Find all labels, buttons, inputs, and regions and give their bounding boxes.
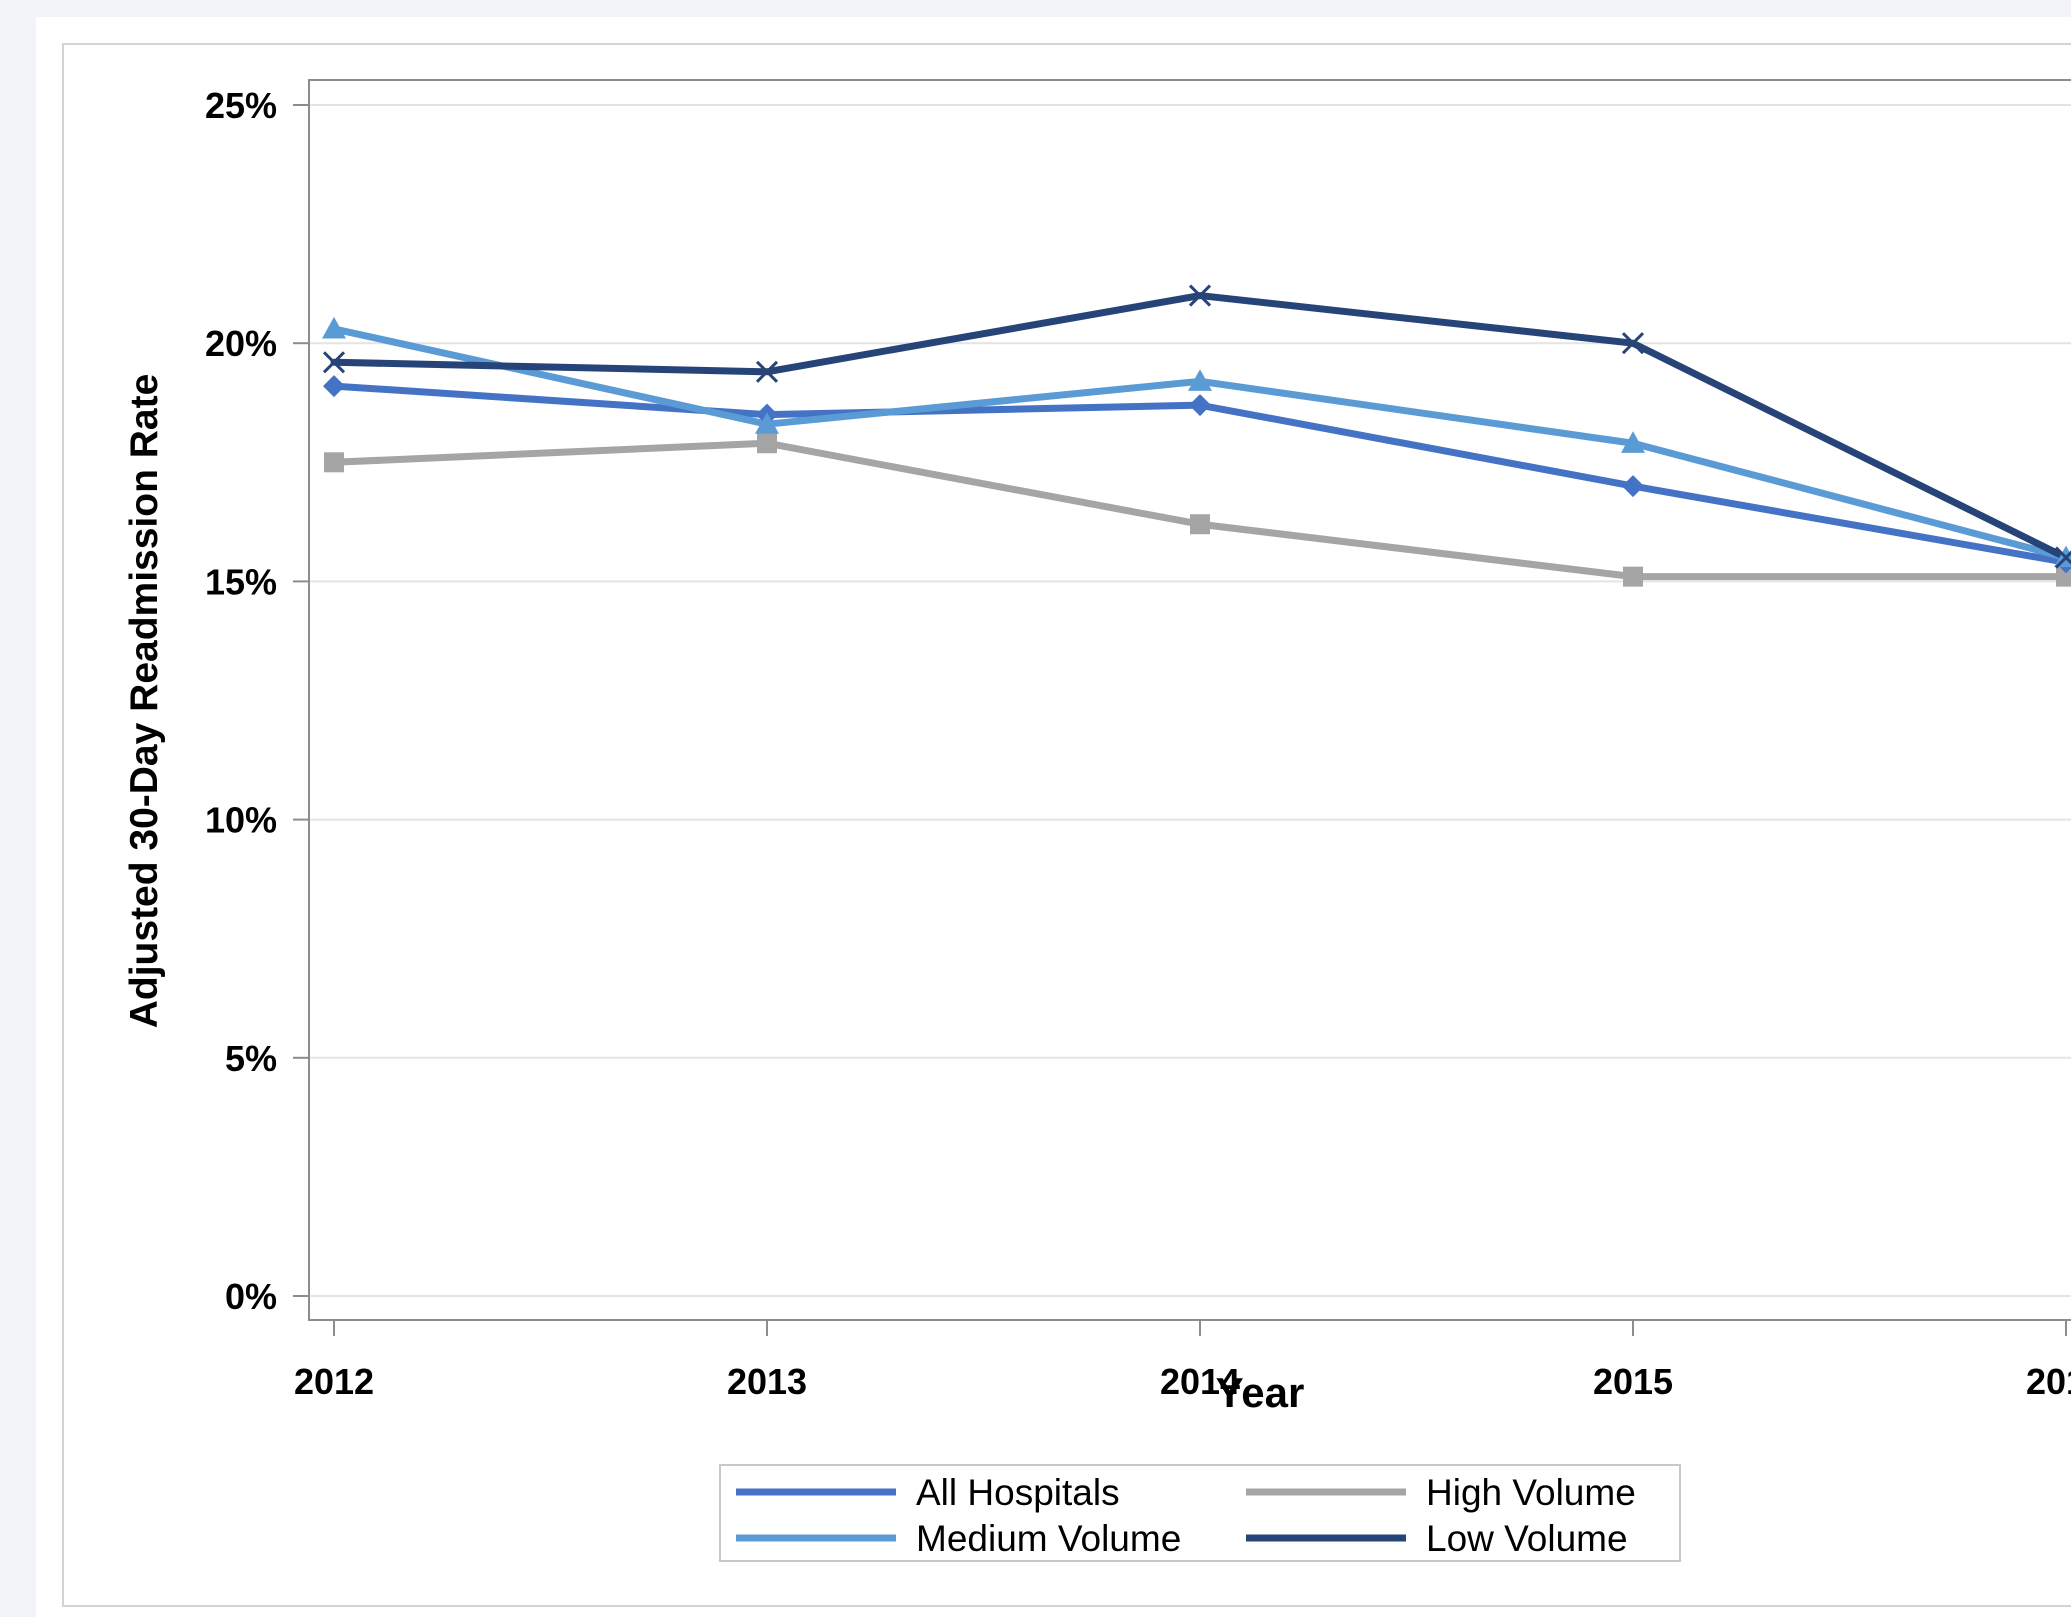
data-point-medium-volume <box>1188 369 1212 391</box>
data-point-high-volume <box>324 452 344 473</box>
legend-label-all-hospitals: All Hospitals <box>916 1472 1120 1513</box>
legend-label-low-volume: Low Volume <box>1426 1518 1628 1559</box>
data-point-high-volume <box>757 433 777 454</box>
grid-lines <box>309 104 2071 1297</box>
legend-box <box>719 1464 1681 1562</box>
data-point-low-volume <box>1188 284 1212 307</box>
x-axis-title: Year <box>1216 1369 1305 1416</box>
series-markers <box>322 284 2071 587</box>
y-tick-label: 25% <box>205 85 277 126</box>
data-point-medium-volume <box>1621 431 1645 453</box>
data-point-all-hospitals <box>1189 394 1211 417</box>
y-tick-label: 20% <box>205 323 277 364</box>
y-tick-label: 10% <box>205 800 277 841</box>
data-point-all-hospitals <box>323 375 345 398</box>
y-tick-label: 15% <box>205 561 277 602</box>
line-chart: 0% 5% 10% 15% 20% 25% 2012 2013 2014 2015 2016 Yea… <box>123 79 2071 1562</box>
chart-figure: 0% 5% 10% 15% 20% 25% 2012 2013 2014 2015 2016 Yea… <box>62 43 2071 1607</box>
chart-legend: All Hospitals High Volume Medium Volume Low… <box>719 1464 1681 1562</box>
data-point-low-volume <box>322 351 346 374</box>
axes: 0% 5% 10% 15% 20% 25% 2012 2013 2014 2015 2016 <box>205 85 2071 1402</box>
data-point-medium-volume <box>755 412 779 434</box>
data-point-medium-volume <box>322 316 346 339</box>
series-lines <box>330 292 2070 581</box>
data-point-low-volume <box>1621 332 1645 355</box>
y-tick-label: 0% <box>225 1276 277 1317</box>
x-tick-label: 2015 <box>1593 1361 1673 1402</box>
plot-area <box>308 79 2071 1321</box>
legend-label-medium-volume: Medium Volume <box>916 1518 1181 1559</box>
legend-label-high-volume: High Volume <box>1426 1472 1636 1513</box>
x-tick-label: 2016 <box>2026 1361 2071 1402</box>
x-tick-label: 2014 <box>1160 1361 1240 1402</box>
data-point-low-volume <box>755 360 779 383</box>
data-point-high-volume <box>1623 566 1643 587</box>
y-tick-label: 5% <box>225 1038 277 1079</box>
x-tick-label: 2012 <box>294 1361 374 1402</box>
x-tick-label: 2013 <box>727 1361 807 1402</box>
data-point-low-volume <box>2054 546 2071 569</box>
data-point-all-hospitals <box>1622 475 1644 498</box>
series-line-high-volume <box>330 439 2070 581</box>
y-axis-title: Adjusted 30-Day Readmission Rate <box>123 374 166 1029</box>
data-point-high-volume <box>1190 514 1210 535</box>
data-point-medium-volume <box>2054 545 2071 568</box>
